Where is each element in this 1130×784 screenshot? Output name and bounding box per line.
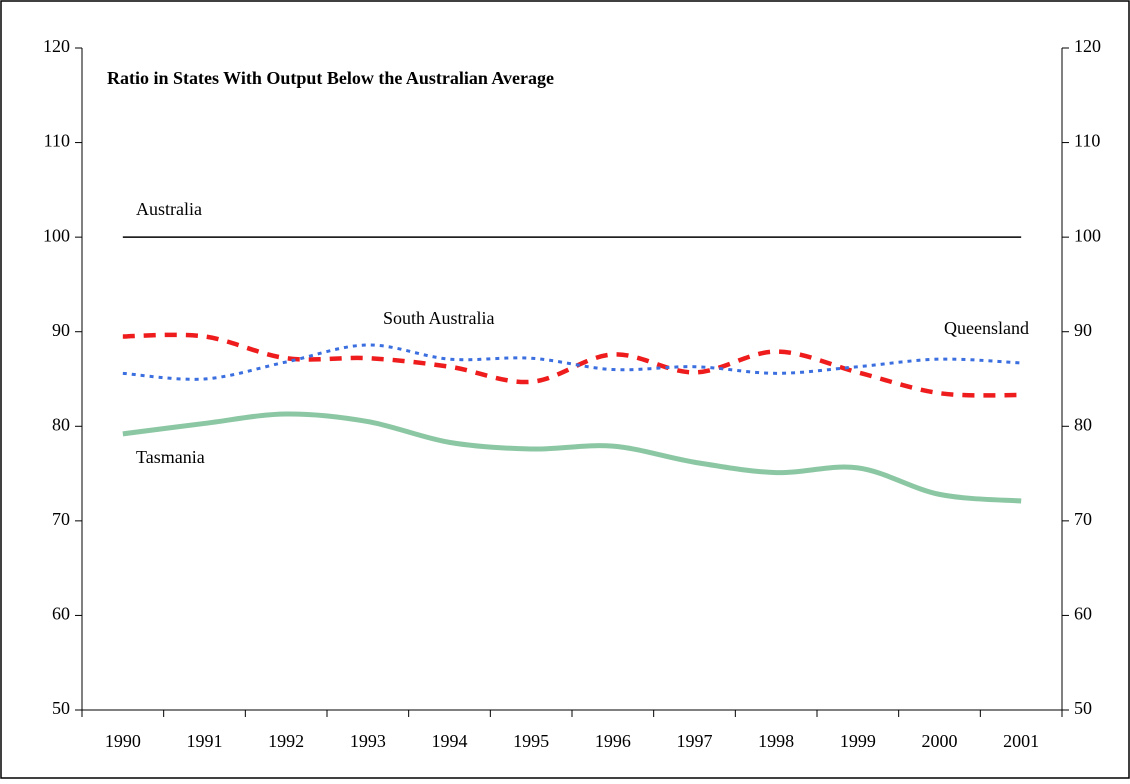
series-label: South Australia	[383, 308, 495, 328]
y-tick-label: 90	[52, 320, 70, 340]
chart-title: Ratio in States With Output Below the Au…	[107, 68, 554, 88]
y-tick-label: 50	[52, 698, 70, 718]
x-tick-label: 1994	[432, 731, 468, 751]
y2-tick-label: 120	[1074, 36, 1101, 56]
line-dashed	[122, 332, 1022, 398]
x-tick-label: 2000	[922, 731, 958, 751]
series-label: Queensland	[944, 318, 1029, 338]
x-tick-label: 1995	[513, 731, 549, 751]
y2-tick-label: 110	[1074, 131, 1100, 151]
x-tick-label: 1993	[350, 731, 386, 751]
y2-tick-label: 80	[1074, 414, 1092, 434]
x-tick-label: 2001	[1003, 731, 1039, 751]
x-tick-label: 1997	[677, 731, 713, 751]
y2-tick-label: 90	[1074, 320, 1092, 340]
series-label: Tasmania	[136, 447, 205, 467]
line-dotted	[122, 343, 1022, 381]
y2-tick-label: 70	[1074, 509, 1092, 529]
x-tick-label: 1991	[187, 731, 223, 751]
y2-tick-label: 60	[1074, 604, 1092, 624]
y2-tick-label: 100	[1074, 225, 1101, 245]
x-tick-label: 1992	[268, 731, 304, 751]
y-tick-label: 60	[52, 604, 70, 624]
y-tick-label: 110	[44, 131, 70, 151]
y-tick-label: 80	[52, 414, 70, 434]
line-thick	[122, 411, 1022, 504]
y-tick-label: 120	[43, 36, 70, 56]
y-tick-label: 100	[43, 225, 70, 245]
y-tick-label: 70	[52, 509, 70, 529]
x-tick-label: 1998	[758, 731, 794, 751]
x-tick-label: 1996	[595, 731, 631, 751]
x-tick-label: 1999	[840, 731, 876, 751]
series-label: Australia	[136, 199, 202, 219]
x-tick-label: 1990	[105, 731, 141, 751]
y2-tick-label: 50	[1074, 698, 1092, 718]
